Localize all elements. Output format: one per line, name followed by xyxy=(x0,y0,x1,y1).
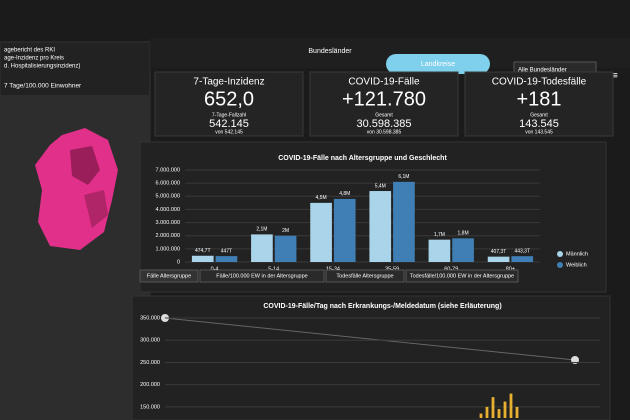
map-region xyxy=(70,146,100,185)
card-sub-value: 30.598.385 xyxy=(356,118,411,130)
card xyxy=(309,71,459,137)
chart-tab-label[interactable]: Todesfälle Altersgruppe xyxy=(336,273,393,279)
chart-tab[interactable] xyxy=(405,269,519,283)
bar xyxy=(191,255,214,262)
card-title: 7-Tage-Inzidenz xyxy=(193,77,264,88)
menu-icon[interactable]: ≡ xyxy=(612,71,618,82)
bar xyxy=(479,413,483,418)
card-title: COVID-19-Todesfälle xyxy=(492,77,587,88)
card-sub-value: 143.545 xyxy=(519,118,559,130)
chart-title: COVID-19-Fälle nach Altersgruppe und Ges… xyxy=(278,155,447,162)
panel-title: d. Hospitalisierungsinzidenz) xyxy=(4,64,80,70)
y-tick-label: 250.000 xyxy=(140,360,160,366)
bar xyxy=(251,234,273,262)
value-label: 447T xyxy=(221,248,232,254)
y-tick-label: 2.000.000 xyxy=(156,233,180,239)
y-tick-label: 0 xyxy=(177,259,180,265)
bar xyxy=(485,406,489,418)
value-label: 5,4M xyxy=(375,183,386,189)
panel-title: agebericht des RKI xyxy=(4,48,55,54)
map-region xyxy=(84,190,108,228)
dropdown-label[interactable]: Alle Bundesländer xyxy=(518,68,567,74)
bar xyxy=(491,397,495,418)
x-tick-label: 15-34 xyxy=(326,266,340,272)
bar xyxy=(503,401,507,418)
value-label: 443,3T xyxy=(514,249,530,255)
chart-tab[interactable] xyxy=(199,269,325,283)
card-sub-label: Gesamt xyxy=(375,112,393,118)
y-tick-label: 5.000.000 xyxy=(156,194,180,200)
legend-swatch xyxy=(557,251,563,257)
card-note: von 30.598.385 xyxy=(367,129,402,135)
chart-tab[interactable] xyxy=(325,269,405,283)
card-note: von 143.545 xyxy=(525,129,553,135)
bar xyxy=(428,239,451,262)
bar xyxy=(333,198,356,262)
tab[interactable]: Bundesländer xyxy=(308,48,352,55)
card xyxy=(154,71,304,137)
card-sub-label: 7-Tage-Fallzahl xyxy=(212,112,246,118)
daily-chart-panel xyxy=(131,295,611,420)
bar xyxy=(497,409,501,418)
map-caption: 7 Tage/100.000 Einwohner xyxy=(4,83,82,90)
bar xyxy=(515,406,519,418)
chart-tab-label[interactable]: Fälle/100.000 EW in der Altersgruppe xyxy=(216,273,307,279)
value-label: 474,7T xyxy=(195,248,211,254)
value-label: 2,1M xyxy=(256,227,267,233)
card-sub-label: Gesamt xyxy=(530,112,548,118)
value-label: 6,1M xyxy=(398,174,409,180)
value-label: 1,7M xyxy=(434,232,445,238)
card xyxy=(464,71,614,137)
card-value: +121.780 xyxy=(342,88,426,110)
y-tick-label: 350.000 xyxy=(140,315,160,321)
bar xyxy=(310,202,332,262)
x-tick-label: 60-79 xyxy=(444,266,458,272)
chart-tab[interactable] xyxy=(139,269,199,283)
x-tick-label: 0-4 xyxy=(211,266,219,272)
legend-label: Weiblich xyxy=(566,262,587,268)
bar xyxy=(369,191,392,262)
value-label: 1,8M xyxy=(458,231,469,237)
card-value: +181 xyxy=(516,88,561,110)
bar xyxy=(511,256,534,262)
bar xyxy=(509,393,513,418)
bar xyxy=(487,256,510,262)
y-tick-label: 1.000.000 xyxy=(156,246,180,252)
legend-swatch xyxy=(557,262,563,268)
panel-title: age-Inzidenz pro Kreis xyxy=(4,56,64,62)
tab[interactable]: Landkreise xyxy=(421,61,455,68)
y-tick-label: 6.000.000 xyxy=(156,181,180,187)
chart-tab-label[interactable]: Todesfälle/100.000 EW in der Altersgrupp… xyxy=(410,273,514,279)
card-sub-value: 542.145 xyxy=(209,118,249,130)
value-label: 4,5M xyxy=(316,195,327,201)
chart-title: COVID-19-Fälle/Tag nach Erkrankungs-/Mel… xyxy=(263,303,501,310)
bar xyxy=(274,235,297,262)
y-tick-label: 7.000.000 xyxy=(156,167,180,173)
y-tick-label: 200.000 xyxy=(140,382,160,388)
value-label: 407,3T xyxy=(491,249,507,255)
y-tick-label: 300.000 xyxy=(140,338,160,344)
bar xyxy=(393,181,415,262)
y-tick-label: 4.000.000 xyxy=(156,207,180,213)
chart-tab-label[interactable]: Fälle Altersgruppe xyxy=(147,273,191,279)
legend-label: Männlich xyxy=(566,251,588,257)
x-tick-label: 5-14 xyxy=(268,266,279,272)
tab-active[interactable] xyxy=(386,54,490,74)
y-tick-label: 150.000 xyxy=(140,404,160,410)
card-note: von 542.145 xyxy=(215,129,243,135)
x-tick-label: 35-59 xyxy=(385,266,399,272)
slider-track xyxy=(164,317,576,361)
card-value: 652,0 xyxy=(204,88,254,110)
card-title: COVID-19-Fälle xyxy=(348,77,420,88)
value-label: 2M xyxy=(282,228,289,234)
bar xyxy=(215,256,238,262)
y-tick-label: 3.000.000 xyxy=(156,220,180,226)
bar xyxy=(452,238,474,262)
x-tick-label: 80+ xyxy=(506,266,515,272)
value-label: 4,8M xyxy=(339,191,350,197)
